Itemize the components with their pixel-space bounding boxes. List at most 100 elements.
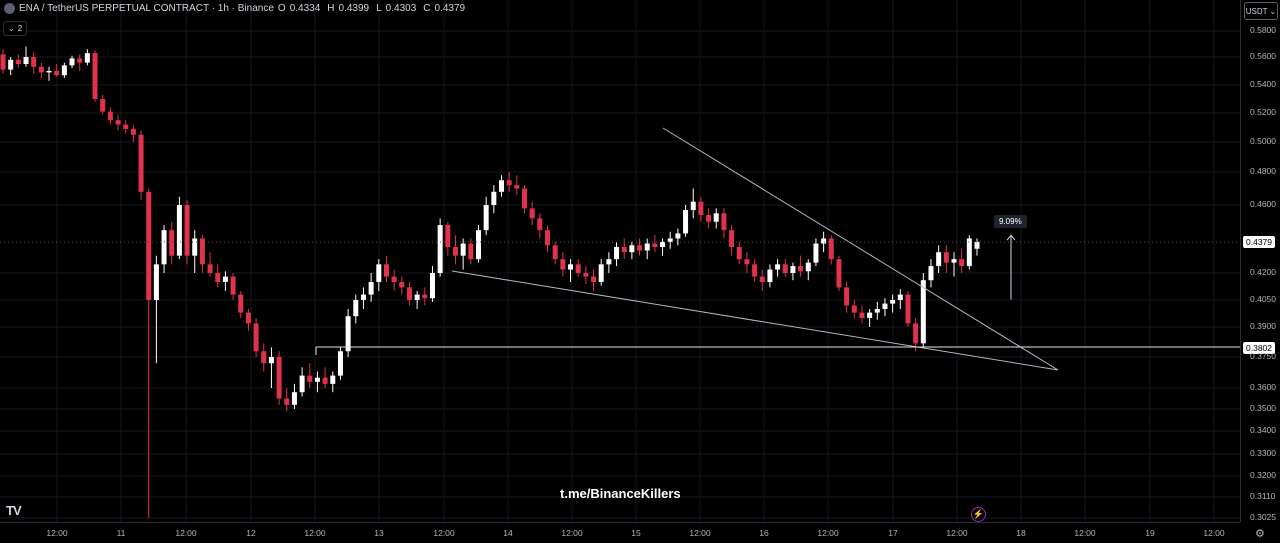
ohlc-open-key: O xyxy=(277,3,286,14)
candle-body xyxy=(606,259,612,265)
candle-body xyxy=(468,243,474,260)
candle-body xyxy=(621,247,627,253)
candle-body xyxy=(184,205,190,256)
candle-body xyxy=(545,230,551,246)
candle-body xyxy=(614,247,620,260)
currency-label: USDT xyxy=(1245,6,1268,16)
time-tick-label: 14 xyxy=(503,528,513,538)
price-tick-label: 0.4800 xyxy=(1250,166,1276,176)
tradingview-logo[interactable]: TV xyxy=(6,503,22,518)
candle-body xyxy=(767,269,773,282)
candle-body xyxy=(253,323,259,352)
candle-body xyxy=(568,264,574,270)
gear-icon[interactable]: ⚙ xyxy=(1255,528,1265,540)
candle-body xyxy=(31,57,37,67)
candle-body xyxy=(15,59,21,64)
candle-body xyxy=(207,264,213,273)
lightning-icon[interactable]: ⚡ xyxy=(971,507,986,522)
candle-body xyxy=(322,377,328,384)
candle-body xyxy=(690,201,696,211)
candle-body xyxy=(383,264,389,277)
candle-body xyxy=(522,188,528,209)
currency-select[interactable]: USDT ⌄ xyxy=(1244,2,1278,20)
ohlc-open-value: 0.4334 xyxy=(289,3,321,14)
chart-area[interactable] xyxy=(0,0,1240,522)
price-tick-label: 0.3600 xyxy=(1250,382,1276,392)
indicators-toggle-button[interactable]: ⌄ 2 xyxy=(3,21,28,36)
candle-body xyxy=(851,305,857,313)
candle-body xyxy=(199,238,205,265)
candle-body xyxy=(790,266,796,273)
symbol-title[interactable]: ENA / TetherUS PERPETUAL CONTRACT · 1h ·… xyxy=(19,3,274,14)
time-tick-label: 17 xyxy=(888,528,898,538)
price-tick-label: 0.3400 xyxy=(1250,425,1276,435)
time-tick-label: 13 xyxy=(374,528,384,538)
candle-body xyxy=(966,238,972,267)
chevron-down-icon: ⌄ xyxy=(8,24,15,33)
candle-body xyxy=(245,312,251,324)
time-tick-label: 19 xyxy=(1145,528,1155,538)
candle-body xyxy=(261,351,267,364)
candle-body xyxy=(268,357,274,364)
time-tick-label: 12:00 xyxy=(175,528,197,538)
candle-body xyxy=(84,53,90,63)
candlestick-chart[interactable] xyxy=(0,0,1240,522)
candle-body xyxy=(537,218,543,231)
candle-body xyxy=(951,259,957,263)
trendline-lower xyxy=(451,270,1059,371)
time-tick-label: 11 xyxy=(116,528,126,538)
candle-body xyxy=(575,264,581,273)
price-tick-label: 0.3500 xyxy=(1250,403,1276,413)
time-tick-label: 18 xyxy=(1016,528,1026,538)
candle-body xyxy=(721,213,727,231)
candle-body xyxy=(307,375,313,382)
candle-body xyxy=(867,312,873,318)
candle-body xyxy=(644,243,650,251)
candle-body xyxy=(429,273,435,299)
chevron-down-icon: ⌄ xyxy=(1269,6,1277,16)
candle-body xyxy=(729,230,735,248)
candle-body xyxy=(100,99,106,112)
candle-body xyxy=(660,241,666,248)
candle-body xyxy=(176,205,182,256)
candle-body xyxy=(698,201,704,216)
candle-body xyxy=(222,276,228,282)
candle-body xyxy=(330,375,336,384)
price-tick-label: 0.3300 xyxy=(1250,448,1276,458)
candle-body xyxy=(360,294,366,300)
candle-body xyxy=(345,316,351,352)
candle-body xyxy=(882,303,888,309)
time-scale[interactable] xyxy=(0,522,1240,543)
time-tick-label: 12:00 xyxy=(46,528,68,538)
support-price-label: 0.3802 xyxy=(1243,342,1275,354)
candle-body xyxy=(238,294,244,313)
candle-body xyxy=(483,205,489,231)
candle-body xyxy=(8,59,14,70)
candle-body xyxy=(913,323,919,344)
candle-body xyxy=(552,245,558,260)
time-tick-label: 12:00 xyxy=(817,528,839,538)
candle-body xyxy=(920,280,926,344)
time-tick-label: 12:00 xyxy=(561,528,583,538)
candle-body xyxy=(652,243,658,248)
candle-body xyxy=(943,252,949,263)
last-price-label: 0.4379 xyxy=(1243,236,1275,248)
candle-body xyxy=(138,134,144,192)
price-tick-label: 0.5800 xyxy=(1250,25,1276,35)
candle-body xyxy=(713,213,719,222)
candle-body xyxy=(529,208,535,219)
price-tick-label: 0.5200 xyxy=(1250,107,1276,117)
price-scale[interactable] xyxy=(1240,0,1280,522)
price-tick-label: 0.3110 xyxy=(1250,491,1276,501)
time-tick-label: 12:00 xyxy=(1203,528,1225,538)
candle-body xyxy=(974,241,980,249)
candle-body xyxy=(936,252,942,267)
candle-body xyxy=(959,259,965,267)
candle-body xyxy=(169,230,175,256)
candle-body xyxy=(23,57,29,64)
candle-body xyxy=(683,210,689,234)
time-tick-label: 12:00 xyxy=(1074,528,1096,538)
symbol-header: ENA / TetherUS PERPETUAL CONTRACT · 1h ·… xyxy=(4,3,468,14)
candle-body xyxy=(637,245,643,251)
candle-body xyxy=(897,294,903,300)
